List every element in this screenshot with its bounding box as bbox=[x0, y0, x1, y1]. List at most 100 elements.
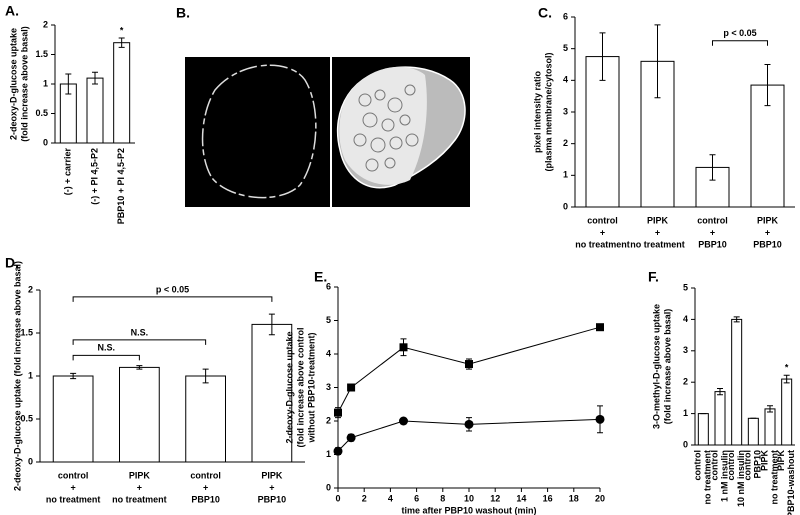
y-tick-label: 2 bbox=[28, 284, 33, 294]
y-tick-label: 3 bbox=[683, 345, 688, 355]
y-axis-label: (fold increase above control bbox=[295, 327, 305, 447]
bar bbox=[731, 318, 743, 446]
panel-label: D. bbox=[5, 255, 19, 271]
bar bbox=[764, 408, 776, 446]
x-tick-label: no treatment bbox=[46, 494, 101, 504]
bar bbox=[585, 56, 620, 208]
y-tick-label: 5 bbox=[563, 43, 568, 53]
y-axis-label: 2-deoxy-D-glucose uptake bbox=[8, 28, 18, 140]
x-tick-label: control bbox=[726, 450, 736, 481]
y-axis-label: (fold increase above basal) bbox=[662, 309, 672, 425]
error-bar bbox=[70, 372, 77, 380]
x-tick-label: control bbox=[743, 450, 753, 481]
x-tick-label: PBP10 bbox=[258, 494, 287, 504]
x-tick-label: 4 bbox=[388, 493, 393, 503]
bar bbox=[52, 375, 94, 463]
x-tick-label: no treatment bbox=[112, 494, 167, 504]
y-tick-label: 0.5 bbox=[20, 413, 33, 423]
x-tick-label: PBP10 bbox=[753, 450, 763, 479]
y-axis-label: pixel intensity ratio bbox=[532, 70, 542, 153]
micrograph bbox=[185, 57, 470, 207]
y-tick-label: 1 bbox=[43, 78, 48, 88]
bracket bbox=[72, 339, 207, 345]
y-tick-label: 5 bbox=[683, 282, 688, 292]
bar bbox=[113, 42, 131, 144]
series-line bbox=[337, 326, 601, 413]
y-tick-label: 2 bbox=[683, 377, 688, 387]
bracket-label: N.S. bbox=[131, 327, 149, 337]
bar bbox=[747, 417, 759, 446]
x-tick-label: 2 bbox=[362, 493, 367, 503]
y-tick-label: 5 bbox=[326, 315, 331, 325]
bar bbox=[697, 413, 709, 446]
error-bar bbox=[654, 24, 661, 99]
bar bbox=[185, 375, 226, 463]
bar bbox=[781, 378, 793, 446]
y-axis-label: (fold increase above basal) bbox=[19, 26, 29, 142]
x-tick-label: 1 nM insulin bbox=[719, 450, 729, 502]
error-bar bbox=[268, 313, 275, 336]
x-axis-label: time after PBP10 washout (min) bbox=[401, 505, 536, 515]
marker bbox=[399, 416, 408, 426]
bracket bbox=[72, 296, 273, 302]
y-tick-label: 0 bbox=[326, 482, 331, 492]
x-tick-label: 16 bbox=[543, 493, 553, 503]
y-tick-label: 2 bbox=[326, 415, 331, 425]
y-tick-label: 1 bbox=[683, 408, 688, 418]
error-bar bbox=[767, 405, 773, 413]
y-tick-label: 0 bbox=[563, 201, 568, 211]
x-tick-label: no treatment bbox=[575, 239, 630, 249]
y-axis-label: 2-deoxy-D-glucose uptake (fold increase … bbox=[12, 261, 22, 491]
y-axis-label: (plasma membrane/cytosol) bbox=[543, 52, 553, 171]
y-tick-label: 0 bbox=[683, 439, 688, 449]
x-tick-label: + bbox=[137, 482, 142, 492]
bar bbox=[119, 366, 160, 463]
x-tick-label: control bbox=[587, 215, 618, 225]
x-tick-label: control bbox=[697, 215, 728, 225]
x-tick-label: PBP10 bbox=[698, 239, 727, 249]
y-axis-label: 3-O-methyl-D-glucose uptake bbox=[651, 304, 661, 429]
panel-label: C. bbox=[538, 5, 552, 21]
x-tick-label: 12 bbox=[490, 493, 500, 503]
x-tick-label: PIPK bbox=[261, 470, 283, 480]
x-tick-label: control bbox=[693, 450, 703, 481]
marker bbox=[334, 408, 342, 417]
x-tick-label: control bbox=[190, 470, 221, 480]
y-tick-label: 0.5 bbox=[35, 108, 48, 118]
x-tick-label: 10 nM insulin bbox=[736, 450, 746, 507]
y-axis-label: 2-deoxy-D-glucose uptake bbox=[284, 331, 294, 443]
y-tick-label: 2 bbox=[43, 19, 48, 29]
y-tick-label: 3 bbox=[563, 106, 568, 116]
bar bbox=[640, 60, 675, 208]
error-bar bbox=[717, 387, 723, 396]
y-axis-label: without PBP10-treatment) bbox=[306, 332, 316, 443]
y-tick-label: 4 bbox=[326, 348, 331, 358]
x-tick-label: 18 bbox=[569, 493, 579, 503]
marker bbox=[347, 383, 356, 392]
x-tick-label: + bbox=[203, 482, 208, 492]
x-tick-label: PBP10 bbox=[753, 239, 782, 249]
bracket bbox=[712, 40, 768, 46]
x-tick-label: no treatment bbox=[703, 450, 713, 505]
x-tick-label: 10 bbox=[464, 493, 474, 503]
x-tick-label: 20 bbox=[595, 493, 605, 503]
y-tick-label: 0 bbox=[28, 456, 33, 466]
y-tick-label: 6 bbox=[563, 11, 568, 21]
annotation: * bbox=[120, 25, 124, 35]
x-tick-label: 0 bbox=[335, 493, 340, 503]
x-tick-label: PBP10 bbox=[191, 494, 220, 504]
x-tick-label: no treatment bbox=[769, 450, 779, 505]
y-tick-label: 0 bbox=[43, 137, 48, 147]
x-tick-label: PIPK bbox=[759, 450, 769, 472]
x-tick-label: + bbox=[269, 482, 274, 492]
y-tick-label: 4 bbox=[683, 314, 688, 324]
x-tick-label: (-) + carrier bbox=[63, 148, 73, 196]
x-tick-label: 6 bbox=[414, 493, 419, 503]
marker bbox=[399, 343, 408, 352]
error-bar bbox=[733, 316, 740, 323]
x-tick-label: PIPK bbox=[776, 450, 786, 472]
bracket-label: p < 0.05 bbox=[156, 284, 189, 294]
x-tick-label: + bbox=[655, 227, 660, 237]
x-tick-label: 8 bbox=[440, 493, 445, 503]
marker bbox=[595, 414, 605, 424]
